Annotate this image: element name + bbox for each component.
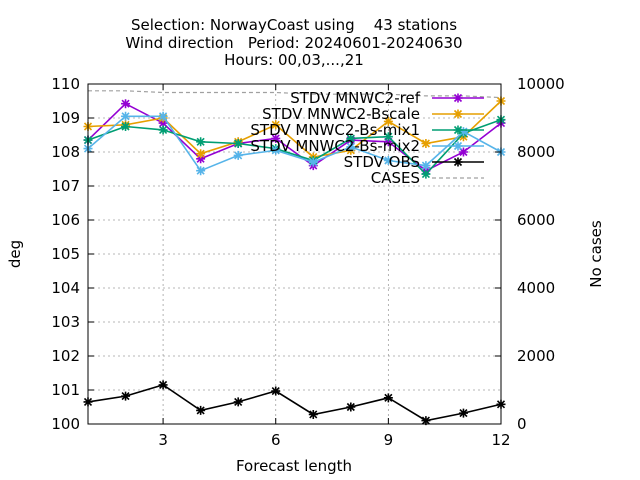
legend-marker bbox=[453, 125, 463, 135]
series-line bbox=[88, 90, 502, 99]
y2-tick-label: 0 bbox=[517, 415, 527, 433]
y-axis-label: deg bbox=[6, 240, 24, 268]
data-point bbox=[121, 99, 131, 109]
data-point bbox=[271, 133, 281, 143]
data-point bbox=[196, 166, 206, 176]
series-line bbox=[87, 118, 502, 176]
x-tick-label: 12 bbox=[491, 431, 510, 449]
chart-title-line-2: Wind direction Period: 20240601-20240630 bbox=[125, 34, 462, 52]
legend-marker bbox=[453, 93, 463, 103]
data-point bbox=[383, 132, 393, 142]
data-point bbox=[158, 111, 168, 121]
data-point bbox=[383, 393, 393, 403]
data-point bbox=[158, 380, 168, 390]
data-point bbox=[233, 150, 243, 160]
data-point bbox=[346, 142, 356, 152]
legend-label: STDV MNWC2-ref bbox=[290, 89, 420, 107]
data-point bbox=[271, 120, 281, 130]
x-axis-label: Forecast length bbox=[236, 457, 352, 475]
data-point bbox=[233, 397, 243, 407]
data-point bbox=[421, 169, 431, 179]
y2-axis-label: No cases bbox=[587, 220, 605, 288]
data-point bbox=[196, 154, 206, 164]
data-point bbox=[308, 157, 318, 167]
y-tick-label: 100 bbox=[51, 415, 80, 433]
data-point bbox=[458, 147, 468, 157]
y-tick-label: 102 bbox=[51, 347, 80, 365]
x-tick-label: 9 bbox=[384, 431, 394, 449]
series-line bbox=[87, 100, 502, 158]
chart-title-line-1: Selection: NorwayCoast using 43 stations bbox=[131, 16, 457, 34]
legend-marker bbox=[453, 141, 463, 151]
y2-tick-label: 2000 bbox=[517, 347, 555, 365]
data-point bbox=[346, 133, 356, 143]
y2-tick-label: 8000 bbox=[517, 143, 555, 161]
series-line bbox=[87, 384, 502, 422]
y-tick-label: 107 bbox=[51, 177, 80, 195]
y-tick-label: 108 bbox=[51, 143, 80, 161]
legend-label: STDV MNWC2-Bs-mix1 bbox=[250, 121, 420, 139]
y-tick-label: 110 bbox=[51, 75, 80, 93]
y2-tick-label: 10000 bbox=[517, 75, 565, 93]
data-point bbox=[421, 161, 431, 171]
data-point bbox=[196, 405, 206, 415]
y-tick-label: 101 bbox=[51, 381, 80, 399]
y-tick-label: 104 bbox=[51, 279, 80, 297]
y-tick-label: 103 bbox=[51, 313, 80, 331]
y-tick-label: 106 bbox=[51, 211, 80, 229]
legend-label: STDV MNWC2-Bs-mix2 bbox=[250, 137, 420, 155]
data-point bbox=[158, 125, 168, 135]
data-point bbox=[158, 118, 168, 128]
data-point bbox=[383, 116, 393, 126]
x-tick-label: 3 bbox=[158, 431, 168, 449]
chart-title-line-3: Hours: 00,03,...,21 bbox=[224, 51, 364, 69]
legend-label: STDV OBS bbox=[344, 153, 420, 171]
data-point bbox=[271, 145, 281, 155]
data-point bbox=[121, 122, 131, 131]
y2-tick-label: 6000 bbox=[517, 211, 555, 229]
legend-label: CASES bbox=[371, 169, 420, 187]
data-point bbox=[458, 127, 468, 137]
y-tick-label: 105 bbox=[51, 245, 80, 263]
data-point bbox=[383, 137, 393, 147]
data-point bbox=[308, 409, 318, 419]
ticks-layer: 100 101 102 103 104 105 106 107 108 109 110 0 2000 40… bbox=[51, 75, 564, 449]
data-point bbox=[196, 137, 206, 147]
data-point bbox=[196, 149, 206, 159]
data-point bbox=[121, 111, 131, 121]
data-point bbox=[271, 386, 281, 396]
y2-tick-label: 4000 bbox=[517, 279, 555, 297]
data-point bbox=[233, 139, 243, 148]
data-point bbox=[383, 156, 393, 165]
x-tick-label: 6 bbox=[271, 431, 281, 449]
data-point bbox=[346, 402, 356, 412]
data-point bbox=[121, 391, 131, 401]
data-point bbox=[458, 408, 468, 418]
legend-marker bbox=[453, 109, 463, 119]
data-point bbox=[421, 416, 431, 426]
legend-label: STDV MNWC2-Bscale bbox=[262, 105, 420, 123]
legend-marker bbox=[453, 157, 463, 167]
series-cases bbox=[88, 90, 502, 99]
series-line bbox=[87, 115, 502, 172]
y-tick-label: 109 bbox=[51, 109, 80, 127]
data-point bbox=[421, 139, 431, 148]
